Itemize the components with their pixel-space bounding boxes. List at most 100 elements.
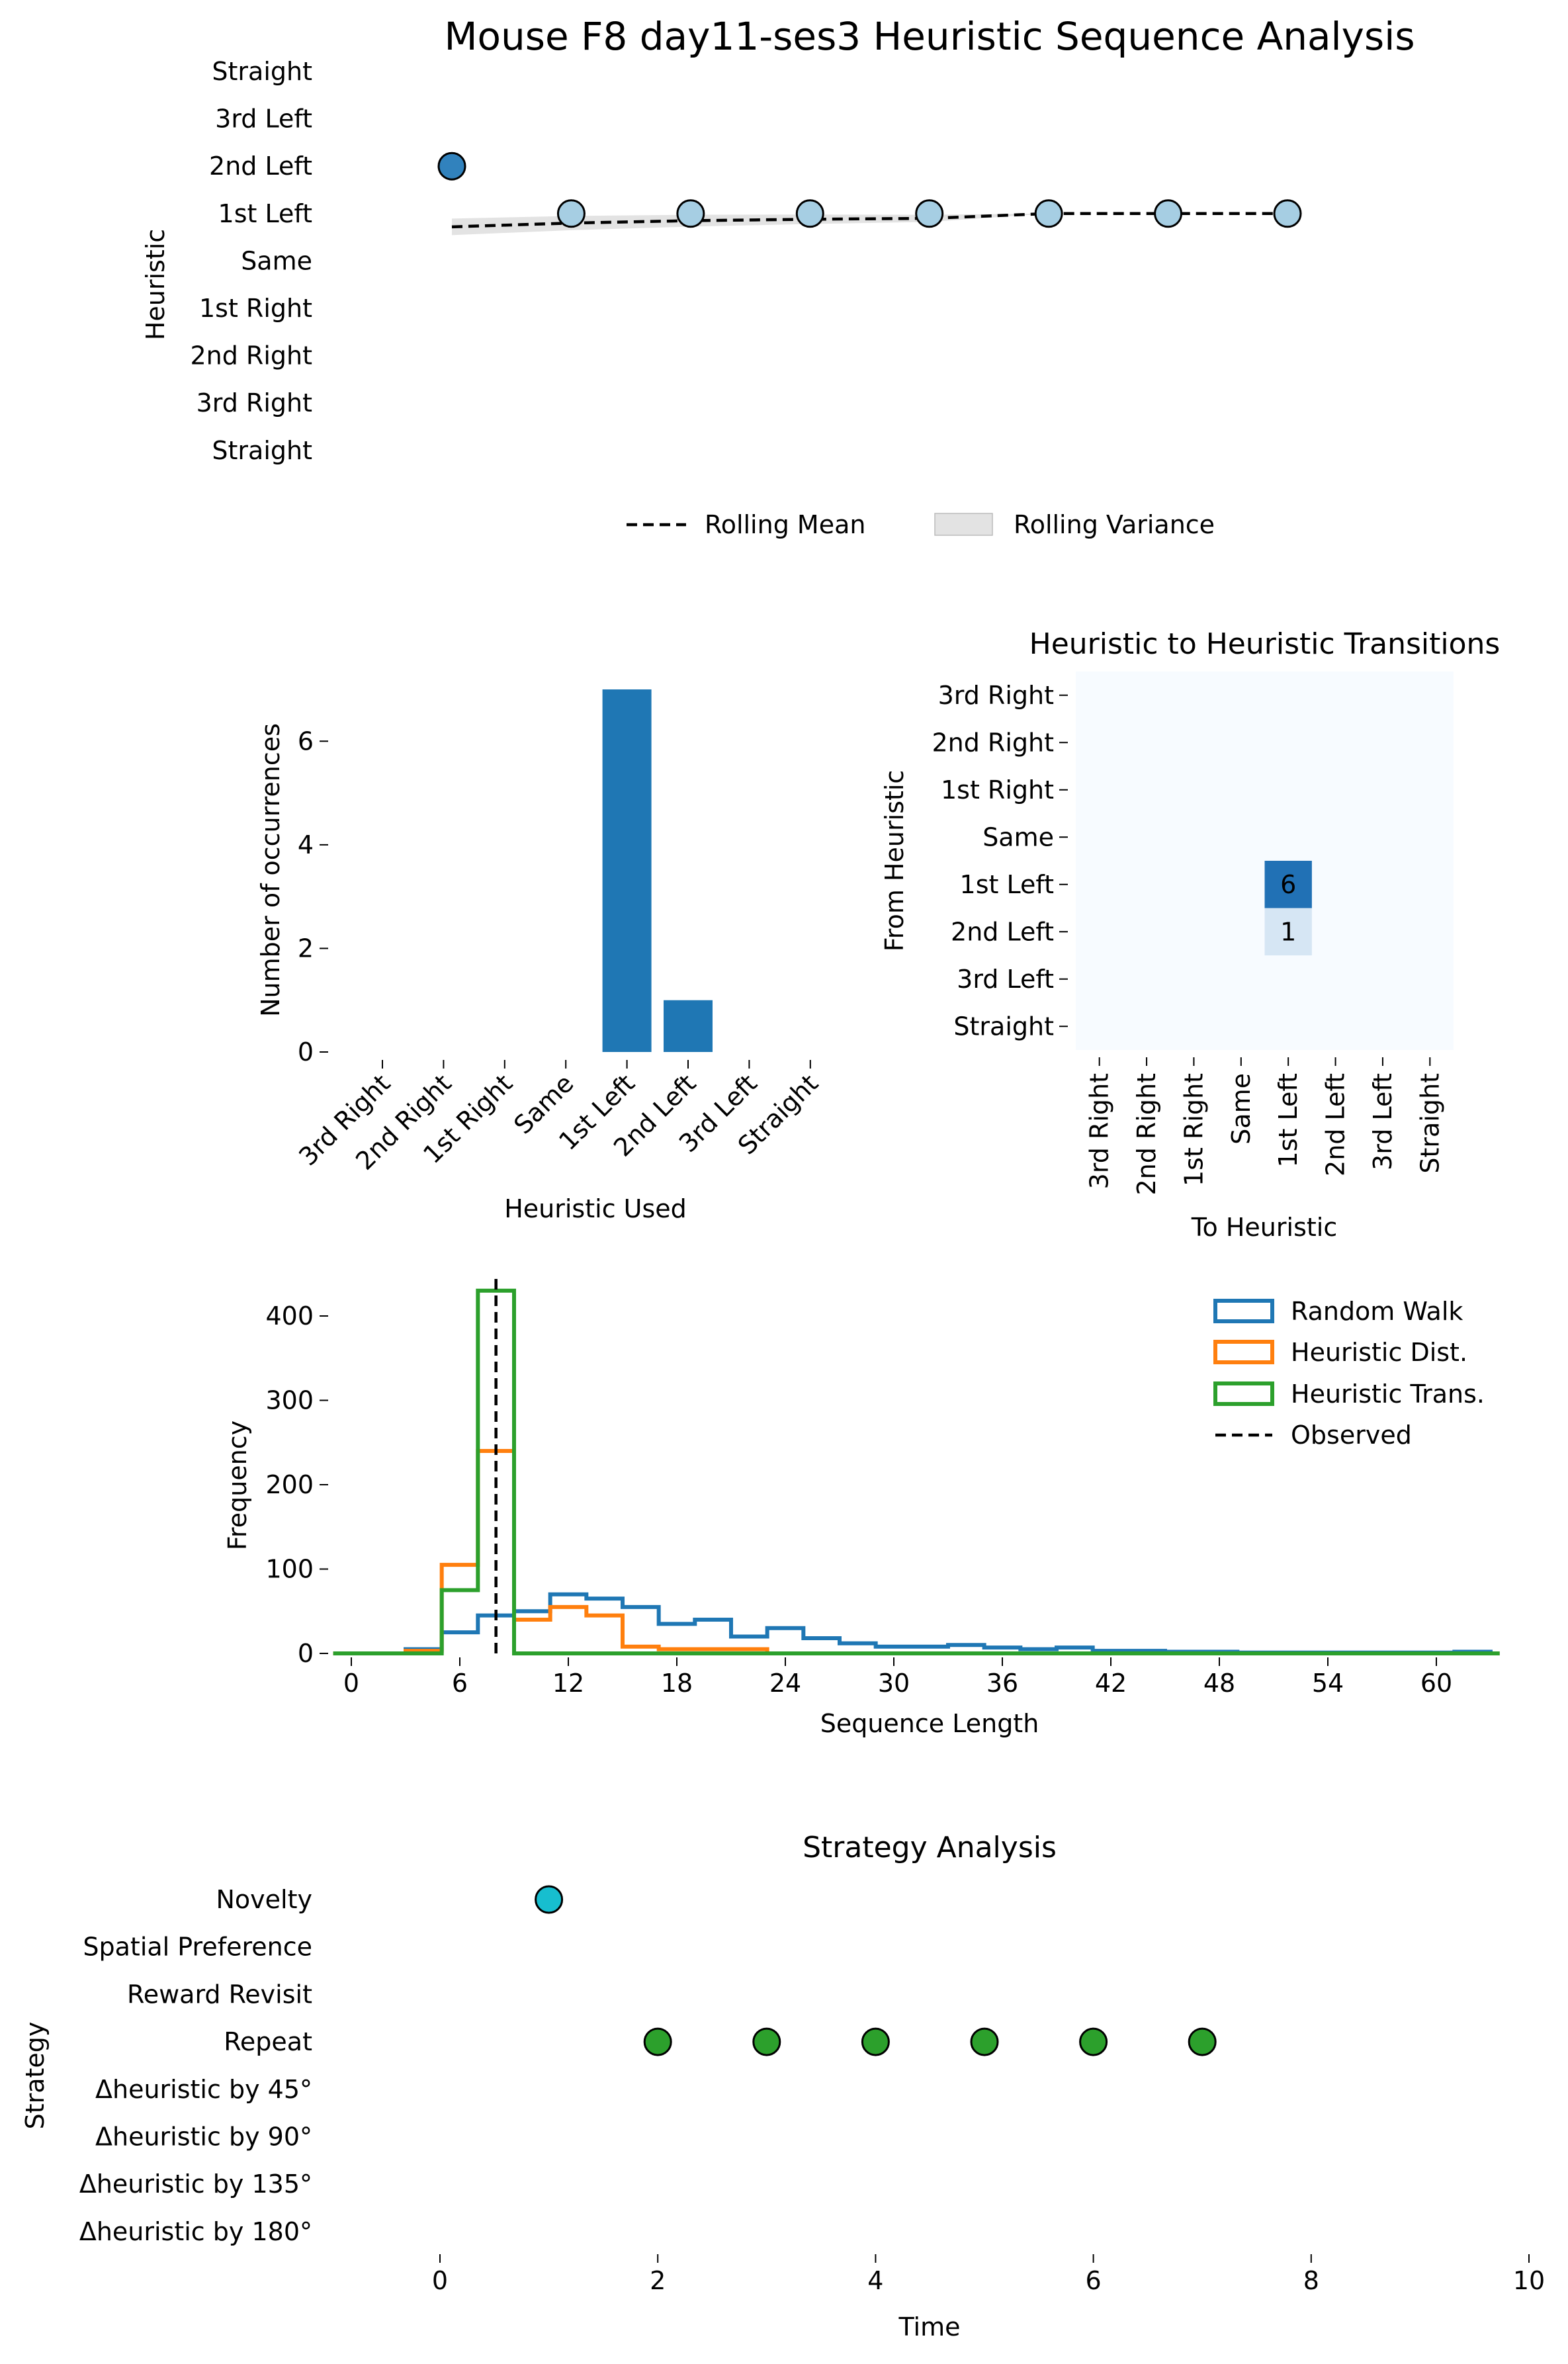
col-tick-label: 2nd Left: [1321, 1073, 1350, 1176]
rolling-variance-band: [452, 213, 1287, 236]
y-tick-label: Straight: [212, 57, 312, 86]
y-tick-label: Δheuristic by 180°: [79, 2217, 312, 2246]
strategy-point: [970, 2027, 999, 2056]
y-tick-label: 0: [298, 1639, 314, 1668]
y-tick-label: Repeat: [224, 2027, 312, 2056]
y-tick-label: 0: [298, 1037, 314, 1067]
legend-swatch: [1213, 1299, 1274, 1323]
heatmap-cell-label: 1: [1280, 917, 1296, 946]
y-tick-label: 3rd Left: [215, 105, 312, 134]
col-tick-label: Same: [1227, 1073, 1256, 1145]
row-tick-label: 3rd Right: [938, 681, 1054, 710]
sequence-point: [1154, 199, 1183, 228]
legend-label: Random Walk: [1291, 1297, 1463, 1326]
strategy-title: Strategy Analysis: [803, 1831, 1057, 1864]
x-tick-label: 48: [1203, 1669, 1235, 1698]
sequence-panel: Straight 3rd Left 2nd Left 1st Left Same 1st …: [141, 57, 1302, 539]
legend-swatch: [1213, 1381, 1274, 1406]
sequence-point: [1273, 199, 1302, 228]
sequence-point: [795, 199, 824, 228]
x-tick-label: 6: [452, 1669, 468, 1698]
y-tick-label: 200: [265, 1470, 314, 1499]
sequence-length-histogram-panel: 0 100 200 300 400 0 6 12 18 24 30 36 42 48 54 60 Frequen…: [223, 1274, 1500, 1738]
strategy-point: [1079, 2027, 1108, 2056]
row-tick-label: 2nd Right: [932, 728, 1054, 757]
sequence-point: [556, 199, 586, 228]
y-axis-label: Number of occurrences: [256, 723, 285, 1017]
y-axis-label: Heuristic: [141, 229, 170, 340]
legend-label: Heuristic Trans.: [1291, 1379, 1485, 1409]
row-tick-label: 2nd Left: [951, 917, 1054, 946]
x-tick-label: 54: [1312, 1669, 1344, 1698]
y-tick-label: 3rd Right: [196, 388, 312, 417]
y-tick-label: 2nd Right: [190, 341, 312, 371]
bar: [664, 1000, 713, 1052]
transition-heatmap-panel: 6 1 3rd Right 2nd Right 1st Right Same 1st Lef…: [880, 627, 1500, 1242]
y-tick-label: Reward Revisit: [127, 1980, 312, 2009]
y-tick-label: 4: [298, 830, 314, 859]
histogram-series-3: [333, 1288, 1500, 1655]
x-tick-label: 12: [552, 1669, 584, 1698]
y-tick-label: 6: [298, 726, 314, 756]
y-tick-label: Δheuristic by 45°: [95, 2075, 312, 2104]
col-tick-label: 1st Left: [1274, 1073, 1303, 1167]
row-tick-label: Straight: [953, 1012, 1054, 1041]
y-tick-label: Δheuristic by 90°: [95, 2123, 312, 2152]
sequence-point: [915, 199, 944, 228]
strategy-analysis-panel: Strategy Analysis Novelty Spatial Preferen…: [21, 1831, 1545, 2342]
y-tick-label: Same: [241, 246, 312, 275]
row-tick-label: 1st Right: [941, 775, 1054, 805]
x-tick-label: 60: [1420, 1669, 1452, 1698]
y-tick-label: 1st Right: [199, 294, 312, 323]
y-tick-label: 400: [265, 1301, 314, 1331]
x-tick-label: 10: [1513, 2266, 1545, 2295]
x-axis-label: Time: [898, 2312, 961, 2342]
rolling-mean-line: [451, 212, 1287, 229]
col-tick-label: Straight: [1415, 1073, 1444, 1174]
legend-rolling-variance-swatch: [934, 513, 993, 536]
x-tick-label: 2: [650, 2266, 666, 2295]
strategy-point: [752, 2027, 781, 2056]
legend-label: Heuristic Dist.: [1291, 1338, 1467, 1367]
strategy-point: [643, 2027, 672, 2056]
x-axis-label: Heuristic Used: [504, 1194, 687, 1223]
figure-title: Mouse F8 day11-ses3 Heuristic Sequence A…: [444, 14, 1415, 59]
sequence-point: [437, 152, 466, 181]
col-tick-label: 2nd Right: [1132, 1073, 1161, 1196]
y-tick-label: Δheuristic by 135°: [79, 2169, 312, 2199]
y-axis-label: Frequency: [223, 1421, 252, 1550]
y-tick-label: Spatial Preference: [83, 1933, 312, 1962]
strategy-point: [861, 2027, 890, 2056]
sequence-point: [676, 199, 705, 228]
x-axis-label: Sequence Length: [820, 1709, 1039, 1738]
row-tick-label: 1st Left: [960, 870, 1054, 899]
col-tick-label: 1st Right: [1179, 1073, 1208, 1186]
y-axis-label: Strategy: [21, 2022, 50, 2130]
heatmap-cell-label: 6: [1280, 870, 1296, 899]
heatmap-title: Heuristic to Heuristic Transitions: [1029, 627, 1501, 661]
x-tick-label: 8: [1303, 2266, 1319, 2295]
x-tick-label: 0: [432, 2266, 448, 2295]
x-tick-label: 42: [1095, 1669, 1127, 1698]
row-tick-label: 3rd Left: [957, 965, 1054, 994]
col-tick-label: 3rd Left: [1368, 1073, 1397, 1170]
heatmap-cell: [1264, 908, 1312, 955]
y-axis-label: From Heuristic: [880, 770, 909, 952]
y-tick-label: 2nd Left: [209, 152, 312, 181]
col-tick-label: 3rd Right: [1085, 1073, 1114, 1189]
x-tick-label: 6: [1086, 2266, 1102, 2295]
x-axis-label: To Heuristic: [1191, 1213, 1337, 1242]
strategy-point: [1188, 2027, 1217, 2056]
bar: [602, 689, 652, 1052]
x-tick-label: 36: [986, 1669, 1018, 1698]
legend-rolling-variance-label: Rolling Variance: [1014, 510, 1215, 539]
x-tick-label: 4: [867, 2266, 883, 2295]
y-tick-label: 2: [298, 934, 314, 963]
strategy-point: [535, 1885, 564, 1914]
y-tick-label: Straight: [212, 436, 312, 465]
y-tick-label: 1st Left: [218, 199, 312, 228]
x-tick-label: 30: [878, 1669, 910, 1698]
legend-swatch: [1213, 1340, 1274, 1364]
